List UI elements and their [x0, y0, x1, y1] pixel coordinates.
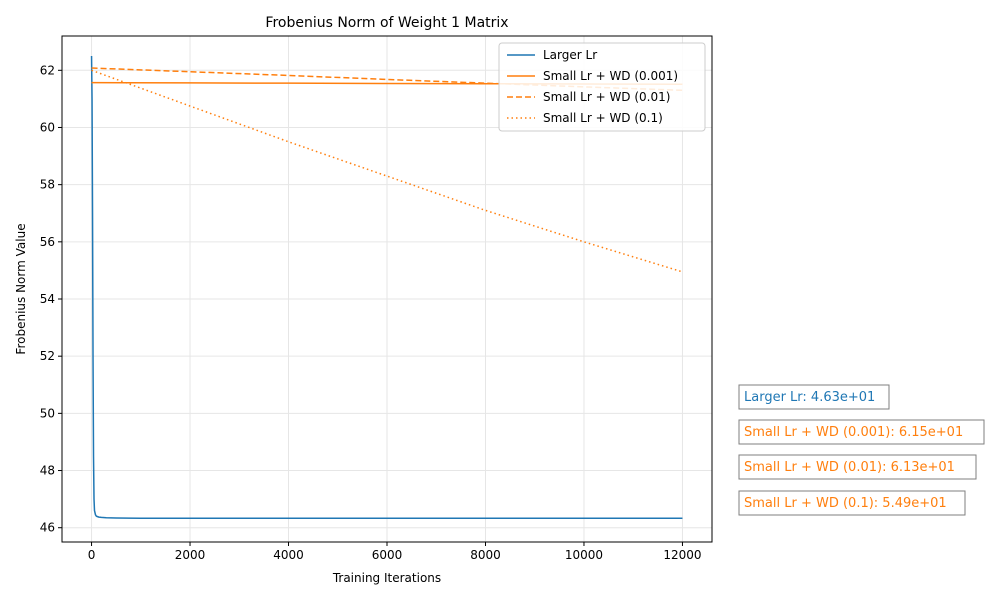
legend-entry: Small Lr + WD (0.01) [543, 90, 670, 104]
x-axis-ticks: 0 2000 4000 6000 8000 10000 12000 [88, 542, 702, 562]
x-tick-label: 12000 [663, 548, 701, 562]
annotation-text: Larger Lr: 4.63e+01 [744, 390, 875, 405]
annotation-box [738, 419, 985, 445]
final-value-annotations: Larger Lr: 4.63e+01 Small Lr + WD (0.001)… [738, 384, 985, 516]
annotation-text: Small Lr + WD (0.01): 6.13e+01 [744, 460, 955, 475]
chart-title: Frobenius Norm of Weight 1 Matrix [265, 15, 508, 31]
x-tick-label: 6000 [372, 548, 403, 562]
annotation-box [738, 454, 977, 480]
x-tick-label: 4000 [273, 548, 304, 562]
x-axis-label: Training Iterations [332, 571, 441, 585]
legend-entry: Small Lr + WD (0.1) [543, 111, 663, 125]
y-axis-label: Frobenius Norm Value [14, 223, 28, 354]
x-tick-label: 8000 [470, 548, 501, 562]
y-tick-label: 54 [40, 292, 55, 306]
series-line-0 [90, 56, 683, 520]
annotation-text: Small Lr + WD (0.1): 5.49e+01 [744, 496, 947, 511]
legend-box [498, 42, 706, 132]
y-tick-label: 56 [40, 235, 55, 249]
annotation-box [738, 384, 890, 410]
x-tick-label: 2000 [175, 548, 206, 562]
x-tick-label: 10000 [565, 548, 603, 562]
x-tick-label: 0 [88, 548, 96, 562]
legend: Larger Lr Small Lr + WD (0.001) Small Lr +… [498, 42, 706, 132]
y-tick-label: 52 [40, 349, 55, 363]
y-tick-label: 62 [40, 63, 55, 77]
legend-entry: Larger Lr [543, 48, 597, 62]
legend-entry: Small Lr + WD (0.001) [543, 69, 678, 83]
annotation-box [738, 490, 966, 516]
annotation-text: Small Lr + WD (0.001): 6.15e+01 [744, 425, 963, 440]
y-tick-label: 50 [40, 406, 55, 420]
y-axis-ticks: 46 48 50 52 54 56 58 60 62 [40, 63, 62, 535]
series-line-3 [91, 69, 683, 273]
y-tick-label: 60 [40, 120, 55, 134]
y-tick-label: 46 [40, 521, 55, 535]
y-tick-label: 58 [40, 178, 55, 192]
y-tick-label: 48 [40, 464, 55, 478]
